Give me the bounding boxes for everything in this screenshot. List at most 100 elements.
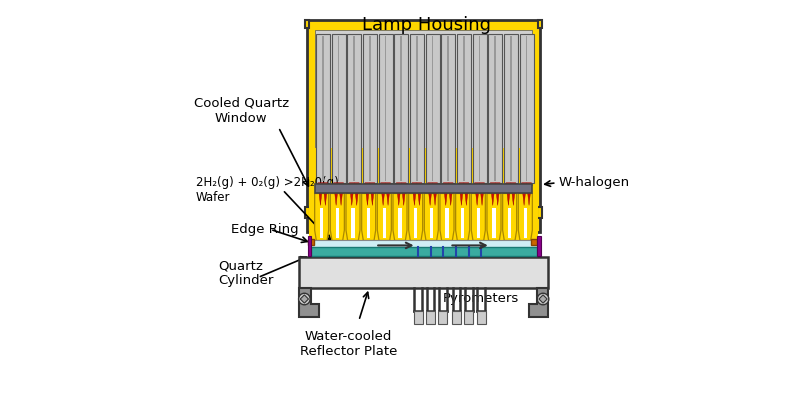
Bar: [477, 310, 486, 324]
Bar: [394, 34, 408, 183]
Bar: [531, 239, 537, 244]
Bar: [538, 20, 542, 28]
Bar: [519, 34, 534, 183]
Polygon shape: [365, 183, 370, 205]
Bar: [426, 34, 439, 183]
Bar: [438, 310, 447, 324]
Text: 2H₂(g) + 0₂(g) >2H₂0(g)
Wafer: 2H₂(g) + 0₂(g) >2H₂0(g) Wafer: [196, 176, 338, 204]
Text: W-halogen: W-halogen: [558, 176, 630, 189]
Polygon shape: [474, 183, 479, 205]
Polygon shape: [396, 183, 402, 205]
Bar: [369, 37, 370, 181]
Polygon shape: [456, 193, 470, 240]
Bar: [493, 208, 495, 238]
Bar: [322, 37, 324, 181]
Polygon shape: [479, 183, 485, 205]
Bar: [401, 37, 402, 181]
Bar: [351, 208, 354, 238]
Bar: [447, 37, 449, 181]
Bar: [299, 257, 549, 288]
Polygon shape: [323, 183, 328, 205]
Polygon shape: [386, 183, 390, 205]
Polygon shape: [354, 183, 359, 205]
Bar: [314, 184, 532, 193]
Bar: [477, 208, 480, 238]
Polygon shape: [346, 193, 360, 240]
Bar: [307, 20, 540, 232]
Bar: [382, 208, 386, 238]
Polygon shape: [318, 183, 323, 205]
Bar: [430, 208, 433, 238]
Bar: [311, 240, 538, 248]
Bar: [494, 37, 496, 181]
Bar: [305, 20, 310, 28]
Polygon shape: [409, 193, 422, 240]
Polygon shape: [433, 183, 438, 205]
Polygon shape: [443, 183, 448, 205]
Polygon shape: [471, 193, 486, 240]
Bar: [464, 310, 474, 324]
Polygon shape: [370, 183, 375, 205]
Bar: [336, 208, 339, 238]
Text: Cooled Quartz
Window: Cooled Quartz Window: [194, 97, 289, 124]
Bar: [524, 208, 527, 238]
Bar: [442, 34, 455, 183]
Polygon shape: [518, 193, 532, 240]
Polygon shape: [362, 193, 376, 240]
Bar: [311, 247, 538, 256]
Polygon shape: [539, 295, 547, 303]
Bar: [478, 37, 480, 181]
Polygon shape: [424, 193, 438, 240]
Polygon shape: [299, 288, 318, 317]
Polygon shape: [530, 288, 549, 317]
Polygon shape: [300, 295, 309, 303]
Bar: [367, 208, 370, 238]
Polygon shape: [490, 183, 495, 205]
Circle shape: [298, 293, 310, 305]
Bar: [331, 34, 346, 183]
Bar: [316, 34, 330, 183]
Polygon shape: [338, 183, 343, 205]
Polygon shape: [522, 183, 526, 205]
Polygon shape: [417, 183, 422, 205]
Bar: [305, 208, 310, 218]
Bar: [426, 310, 435, 324]
Circle shape: [538, 293, 549, 305]
Polygon shape: [334, 183, 338, 205]
Bar: [538, 208, 542, 218]
Polygon shape: [459, 183, 464, 205]
Bar: [461, 208, 464, 238]
Bar: [398, 208, 402, 238]
Bar: [488, 34, 502, 183]
Text: Edge Ring: Edge Ring: [231, 223, 298, 236]
Polygon shape: [526, 183, 531, 205]
Bar: [526, 37, 527, 181]
Bar: [347, 34, 362, 183]
Bar: [432, 37, 434, 181]
Bar: [416, 37, 418, 181]
Bar: [446, 208, 449, 238]
Bar: [309, 239, 314, 244]
Text: Lamp Housing: Lamp Housing: [362, 16, 491, 34]
Text: Quartz
Cylinder: Quartz Cylinder: [218, 259, 274, 288]
Bar: [457, 34, 471, 183]
Bar: [508, 208, 511, 238]
Bar: [452, 310, 461, 324]
Polygon shape: [448, 183, 453, 205]
Polygon shape: [440, 193, 454, 240]
Bar: [310, 193, 538, 240]
Bar: [314, 148, 532, 185]
Polygon shape: [412, 183, 417, 205]
Bar: [504, 34, 518, 183]
Polygon shape: [487, 193, 501, 240]
Bar: [410, 34, 424, 183]
Bar: [385, 37, 386, 181]
Polygon shape: [506, 183, 511, 205]
Bar: [320, 208, 323, 238]
Bar: [538, 237, 541, 256]
Polygon shape: [393, 193, 407, 240]
Bar: [473, 34, 486, 183]
Polygon shape: [381, 183, 386, 205]
Bar: [314, 30, 532, 185]
Polygon shape: [464, 183, 469, 205]
